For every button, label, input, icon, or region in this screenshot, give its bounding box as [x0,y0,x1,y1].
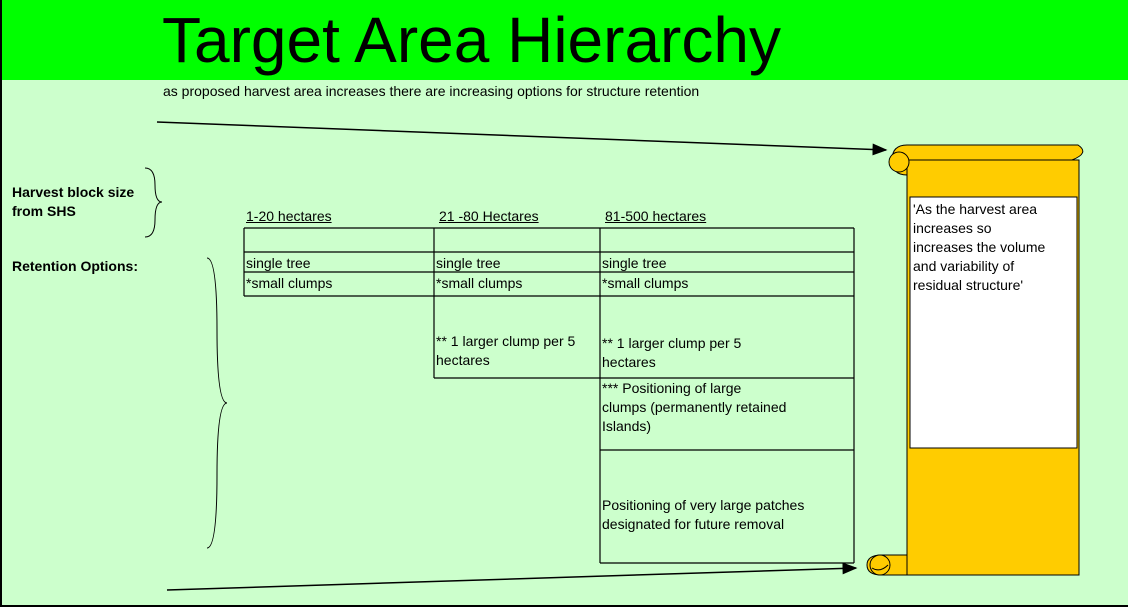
retention-option: *** Positioning of large clumps (permane… [602,380,787,434]
retention-option: single tree [602,255,667,271]
retention-label: Retention Options: [12,258,138,274]
subtitle: as proposed harvest area increases there… [163,83,700,99]
scroll-text: 'As the harvest area increases so increa… [913,201,1046,293]
block-size-label: Harvest block size from SHS [12,184,135,219]
column-header: 81-500 hectares [605,208,707,224]
title: Target Area Hierarchy [162,4,781,76]
retention-option: ** 1 larger clump per 5 hectares [436,333,576,368]
column-header: 1-20 hectares [246,208,332,224]
retention-option: *small clumps [246,275,333,291]
title-band [2,0,1128,80]
retention-option: *small clumps [602,275,689,291]
retention-option: single tree [246,255,311,271]
column-header: 21 -80 Hectares [439,208,539,224]
retention-option: Positioning of very large patches design… [602,497,805,532]
retention-option: single tree [436,255,501,271]
retention-option: ** 1 larger clump per 5 hectares [602,335,742,370]
retention-option: *small clumps [436,275,523,291]
